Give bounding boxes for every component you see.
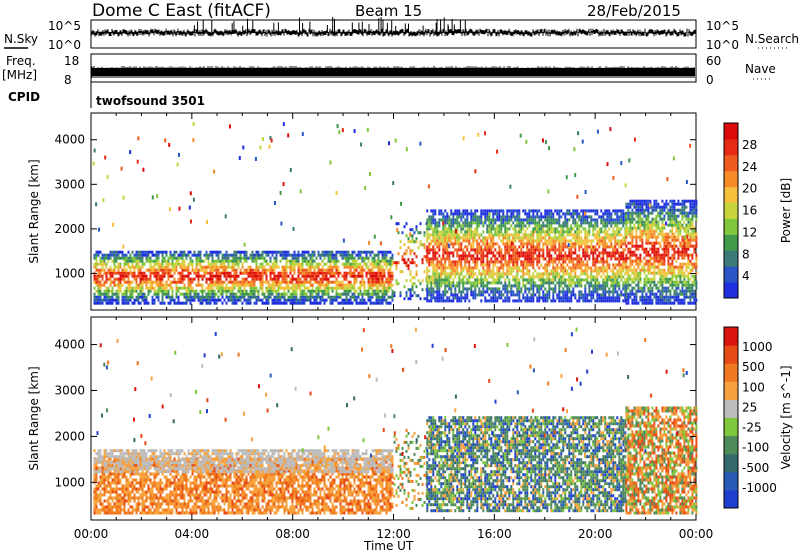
velocity-ylabel: Slant Range [km] (27, 366, 41, 470)
power-ytick-label: 1000 (54, 266, 85, 280)
power-colorbar-segment (724, 170, 738, 188)
velocity-panel: 1000 2000 3000 4000 Slant Range [km] 1000 500 1… (27, 316, 793, 521)
power-colorbar-segment (724, 250, 738, 267)
power-panel: 1000 2000 3000 4000 Slant Range [km] 4 8 12 16 20… (27, 112, 793, 311)
velocity-ytick-label: 4000 (54, 338, 85, 352)
power-colorbar-segment (724, 138, 738, 156)
power-colorbar-segment (724, 234, 738, 251)
x-tick-label: 00:00 (679, 527, 714, 541)
power-colorbar-frame (723, 122, 739, 299)
velocity-ytick-label: 1000 (54, 475, 85, 489)
nave-label: Nave (745, 62, 776, 76)
velocity-colorbar-segment (724, 489, 738, 509)
x-tick-label: 20:00 (578, 527, 613, 541)
freq-unit: [MHz] (2, 68, 37, 82)
power-ytick-label: 3000 (54, 177, 85, 191)
velocity-echo-cells (93, 327, 698, 515)
velocity-colorbar-segment (724, 417, 738, 437)
power-ytick-label: 4000 (54, 133, 85, 147)
freq-series (91, 66, 695, 78)
freq-tick-top: 18 (64, 54, 79, 68)
power-colorbar-tick: 8 (742, 247, 750, 261)
power-ytick-label: 2000 (54, 222, 85, 236)
x-tick-label: 04:00 (175, 527, 210, 541)
power-colorbar-tick: 24 (742, 160, 757, 174)
x-tick-label: 16:00 (477, 527, 512, 541)
power-colorbar-segment (724, 123, 738, 140)
velocity-colorbar-frame (723, 326, 739, 509)
nsky-spikes (193, 16, 466, 33)
velocity-colorbar-tick: 100 (742, 380, 765, 394)
power-colorbar-segment (724, 202, 738, 219)
freq-tick-bottom: 8 (64, 73, 72, 87)
velocity-colorbar-segment (724, 327, 738, 346)
nsky-tick-bottom: 10^0 (48, 38, 81, 52)
cpid-label: CPID (8, 90, 40, 104)
power-colorbar-segment (724, 218, 738, 235)
power-colorbar-tick: 4 (742, 269, 750, 283)
velocity-colorbar-segment (724, 345, 738, 364)
power-colorbar-tick: 16 (742, 204, 757, 218)
nsky-trace (91, 28, 696, 37)
nsky-panel-frame (90, 19, 697, 49)
station-title: Dome C East (fitACF) (92, 1, 271, 21)
velocity-colorbar-segment (724, 471, 738, 491)
velocity-colorbar-tick: -500 (742, 461, 769, 475)
velocity-colorbar-segment (724, 435, 738, 455)
x-tick-label: 00:00 (74, 527, 109, 541)
power-colorbar-segment (724, 266, 738, 283)
nsearch-tick-top: 10^5 (706, 19, 739, 33)
nsearch-label: N.Search (745, 32, 799, 46)
beam-label: Beam 15 (355, 2, 422, 20)
power-colorbar-segment (724, 282, 738, 299)
nsky-label: N.Sky (4, 32, 38, 46)
velocity-colorbar-tick: 25 (742, 400, 757, 414)
velocity-colorbar-segment (724, 363, 738, 382)
nave-tick-top: 60 (706, 54, 721, 68)
power-colorbar-segment (724, 154, 738, 172)
nave-tick-bottom: 0 (706, 73, 714, 87)
velocity-colorbar-tick: -100 (742, 441, 769, 455)
velocity-colorbar-segment (724, 381, 738, 400)
velocity-ytick-label: 3000 (54, 383, 85, 397)
power-ylabel: Slant Range [km] (27, 159, 41, 263)
x-tick-labels: 00:00 04:00 08:00 12:00 16:00 20:00 00:00 (74, 527, 714, 541)
power-echo-cells (92, 122, 698, 305)
velocity-colorbar-segment (724, 453, 738, 473)
power-colorbar-tick: 20 (742, 182, 757, 196)
nsearch-tick-bottom: 10^0 (706, 38, 739, 52)
x-axis-label: Time UT (363, 539, 414, 553)
freq-label: Freq. (6, 54, 36, 68)
power-colorbar-tick: 12 (742, 225, 757, 239)
power-colorbar-segment (724, 186, 738, 203)
velocity-colorbar-tick: 500 (742, 360, 765, 374)
nsky-series (91, 16, 696, 37)
freq-panel-frame (90, 53, 697, 83)
power-colorbar-label: Power [dB] (779, 178, 793, 243)
x-tick-label: 08:00 (275, 527, 310, 541)
velocity-ytick-label: 2000 (54, 429, 85, 443)
velocity-colorbar-tick: -1000 (742, 481, 777, 495)
velocity-colorbar-label: Velocity [m s^-1] (779, 365, 793, 469)
velocity-colorbar-tick: 1000 (742, 340, 773, 354)
velocity-colorbar-tick: -25 (742, 421, 762, 435)
power-colorbar-tick: 28 (742, 138, 757, 152)
velocity-colorbar-segment (724, 399, 738, 418)
cpid-value: twofsound 3501 (96, 94, 205, 108)
nsky-tick-top: 10^5 (48, 19, 81, 33)
x-tick-label: 12:00 (376, 527, 411, 541)
freq-trace (91, 66, 695, 78)
date-label: 28/Feb/2015 (587, 2, 681, 20)
